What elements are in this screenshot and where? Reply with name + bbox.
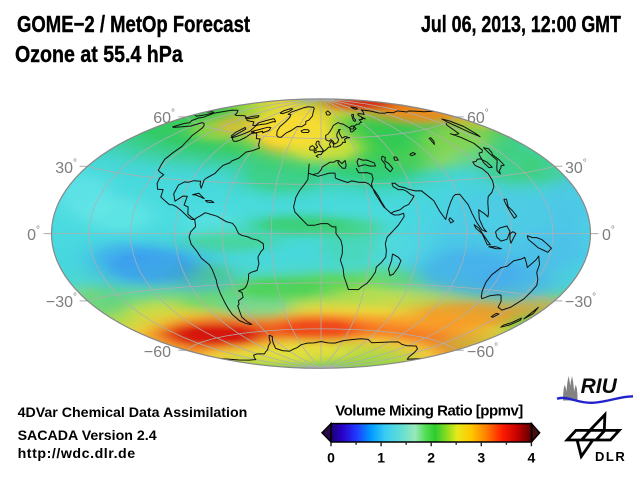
svg-text:Volume Mixing Ratio [ppmv]: Volume Mixing Ratio [ppmv] <box>335 403 523 420</box>
svg-text:3: 3 <box>477 449 485 465</box>
svg-text:4: 4 <box>528 449 536 465</box>
svg-text:1: 1 <box>377 449 385 465</box>
svg-text:DLR: DLR <box>595 449 626 464</box>
svg-text:−60°: −60° <box>144 342 175 361</box>
svg-text:−60°: −60° <box>467 342 498 361</box>
svg-text:2: 2 <box>427 449 435 465</box>
svg-text:−30°: −30° <box>565 292 596 311</box>
svg-text:RIU: RIU <box>581 375 618 398</box>
svg-text:30°: 30° <box>565 158 587 177</box>
svg-text:0: 0 <box>327 449 335 465</box>
svg-text:−30°: −30° <box>46 292 77 311</box>
svg-text:30°: 30° <box>55 158 77 177</box>
